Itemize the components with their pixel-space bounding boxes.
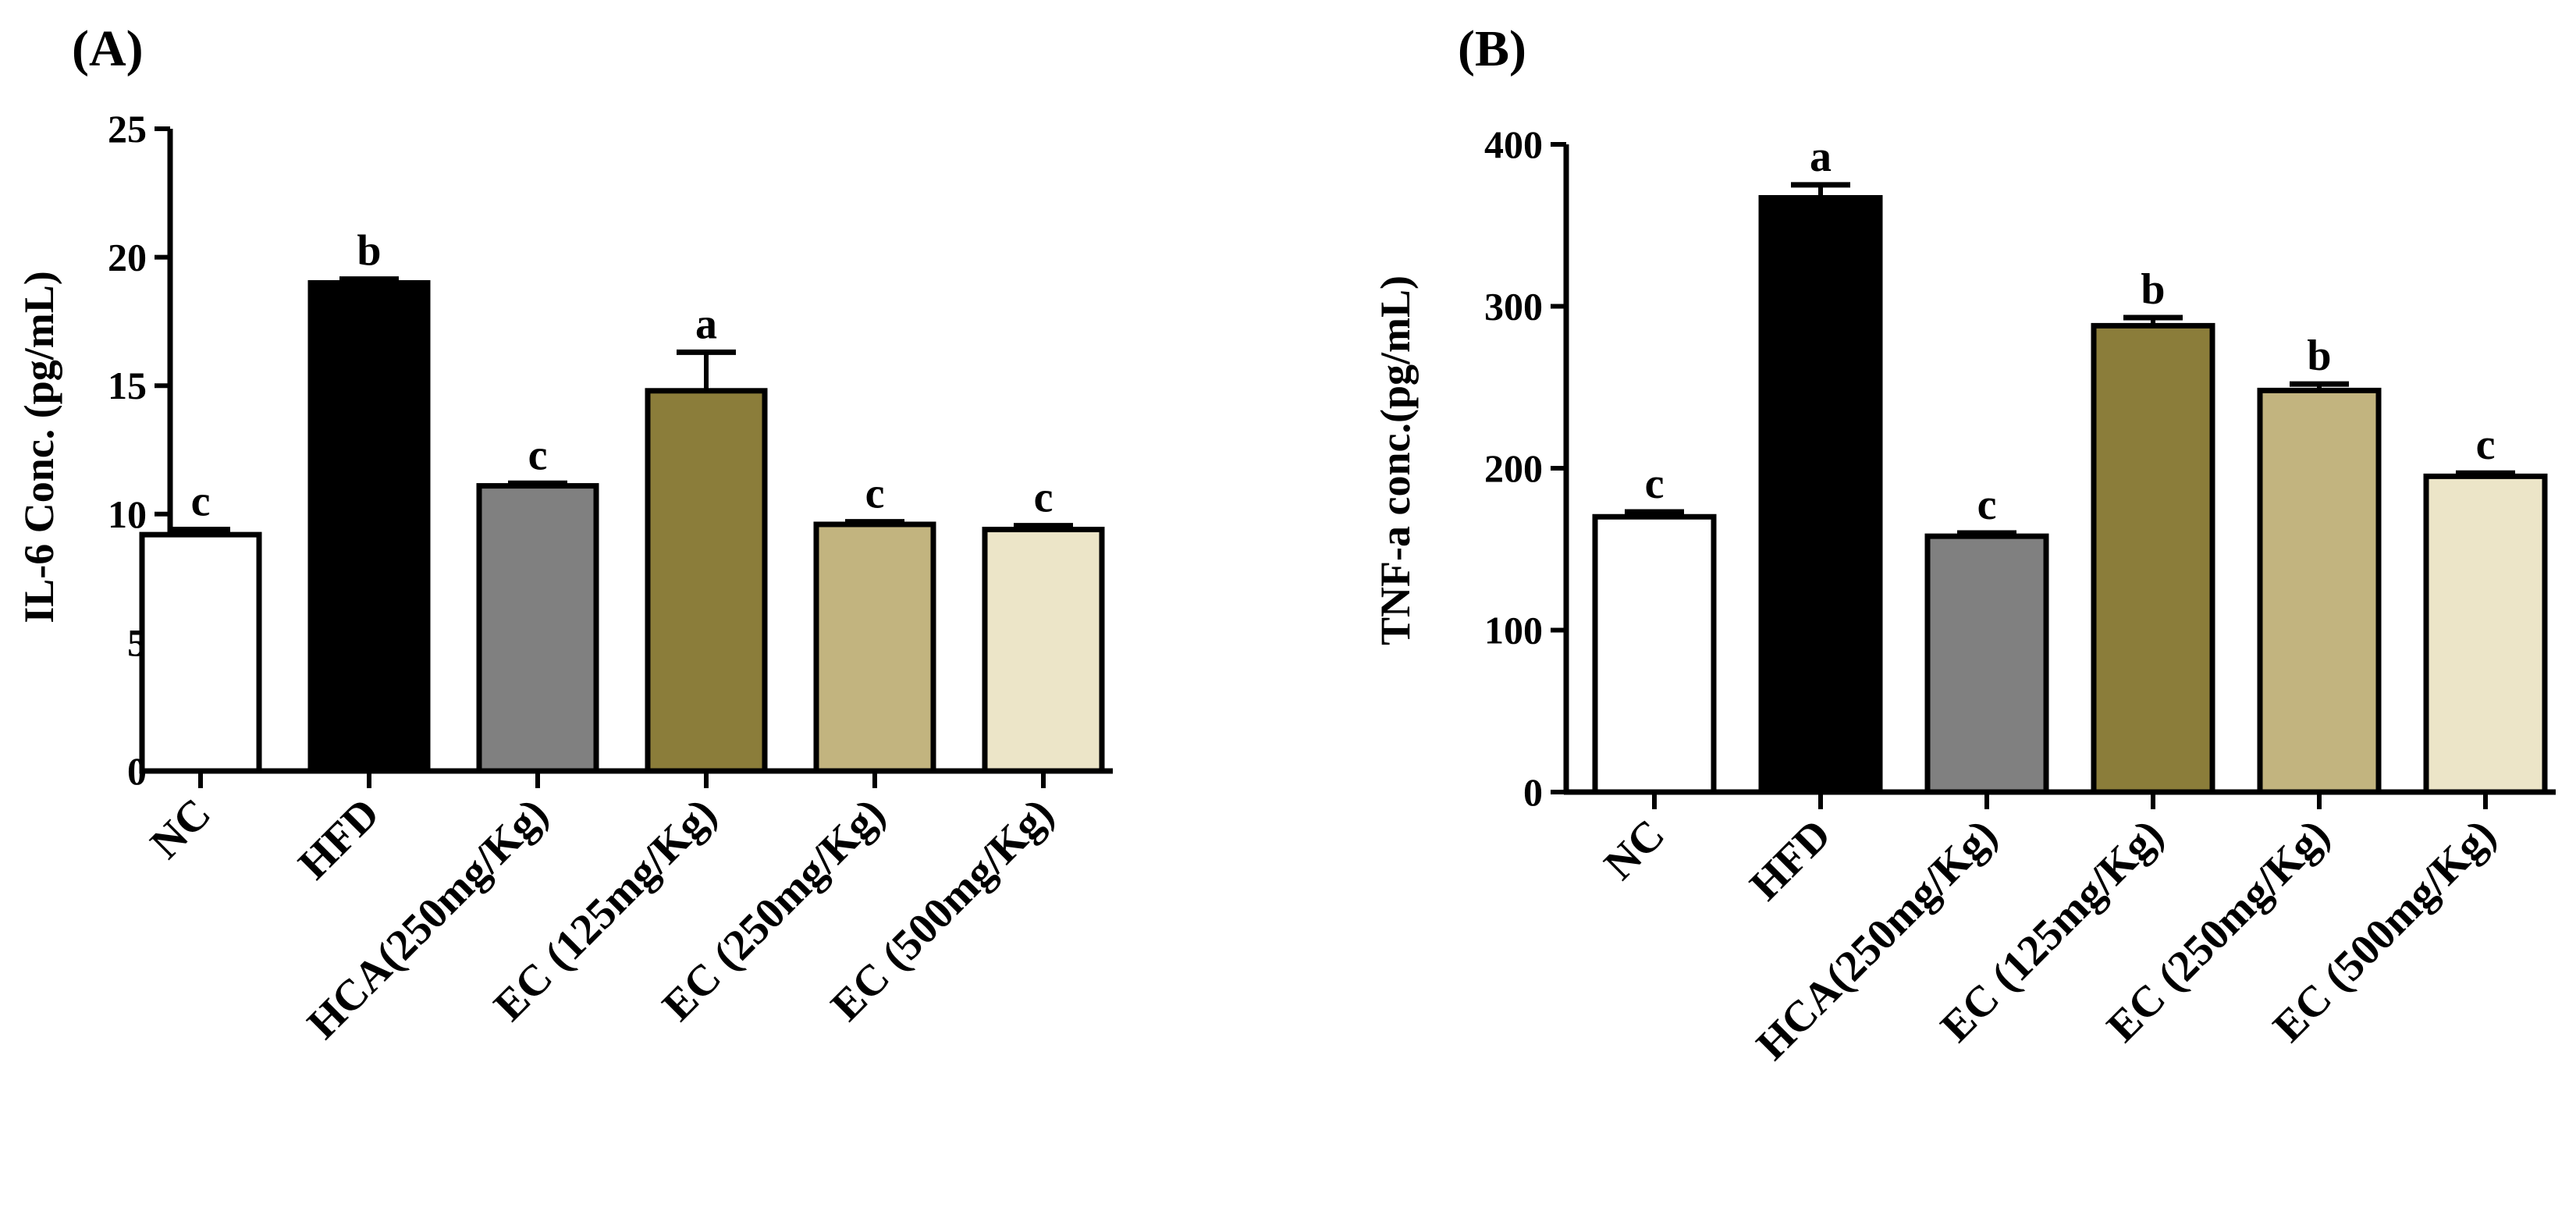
panel-b-tnf-chart: (B) TNF-a conc.(pg/mL) 0 100 200 300 400 c NC a… (1372, 20, 2556, 1069)
panel-a-y-tick-label: 15 (108, 364, 147, 407)
panel-a-category-label: NC (141, 789, 220, 868)
panel-a-bar-0 (139, 531, 262, 774)
panel-a-bar-5 (982, 527, 1105, 774)
panel-a-significance-label: c (528, 431, 548, 479)
panel-a-il6-chart: (A) IL-6 Conc. (pg/mL) 0510152025cNCbHFD… (16, 20, 1113, 1048)
panel-a-y-axis-title: IL-6 Conc. (pg/mL) (16, 271, 62, 624)
panel-b-significance-label: c (2476, 421, 2496, 469)
panel-b-significance-label: a (1810, 133, 1832, 181)
panel-b-y-tick-label: 200 (1484, 446, 1543, 490)
panel-b-significance-label: b (2307, 332, 2331, 380)
panel-b-y-tick-label: 100 (1484, 609, 1543, 652)
panel-a-significance-label: c (1034, 474, 1053, 522)
panel-a-y-tick-label: 10 (108, 492, 147, 536)
panel-a-significance-label: b (357, 227, 381, 275)
panel-b-bar-4 (2257, 387, 2382, 795)
panel-b-bar-1 (1758, 194, 1883, 795)
panel-b-y-axis-title: TNF-a conc.(pg/mL) (1372, 275, 1419, 645)
panel-a-bar-1 (307, 280, 431, 774)
panel-b-category-label: NC (1595, 810, 1674, 889)
panel-b-y-tick-label: 300 (1484, 285, 1543, 329)
panel-b-bar-5 (2423, 473, 2548, 795)
panel-a-significance-label: a (695, 300, 717, 348)
panel-a-y-tick-label: 25 (108, 107, 147, 151)
panel-b-significance-label: c (1977, 481, 1997, 529)
panel-b-y-tick-label: 400 (1484, 123, 1543, 166)
panel-b-bar-0 (1592, 513, 1717, 795)
panel-b-significance-label: b (2141, 265, 2165, 314)
panel-b-y-tick-label: 0 (1523, 770, 1543, 814)
panel-b-bar-3 (2091, 322, 2215, 795)
panel-a-significance-label: c (865, 470, 885, 518)
panel-a-significance-label: c (191, 478, 211, 526)
panel-a-category-label: HFD (290, 789, 389, 888)
panel-a-bar-4 (813, 521, 936, 774)
panel-b-significance-label: c (1645, 460, 1665, 508)
panel-b-bar-2 (1924, 533, 2049, 795)
panel-a-y-tick-label: 20 (108, 236, 147, 279)
panel-b-label: (B) (1458, 20, 1526, 77)
panel-b-category-label: HFD (1741, 810, 1840, 909)
panel-a-label: (A) (72, 20, 144, 77)
panel-a-bar-2 (476, 483, 599, 774)
panel-a-bar-3 (645, 388, 768, 774)
